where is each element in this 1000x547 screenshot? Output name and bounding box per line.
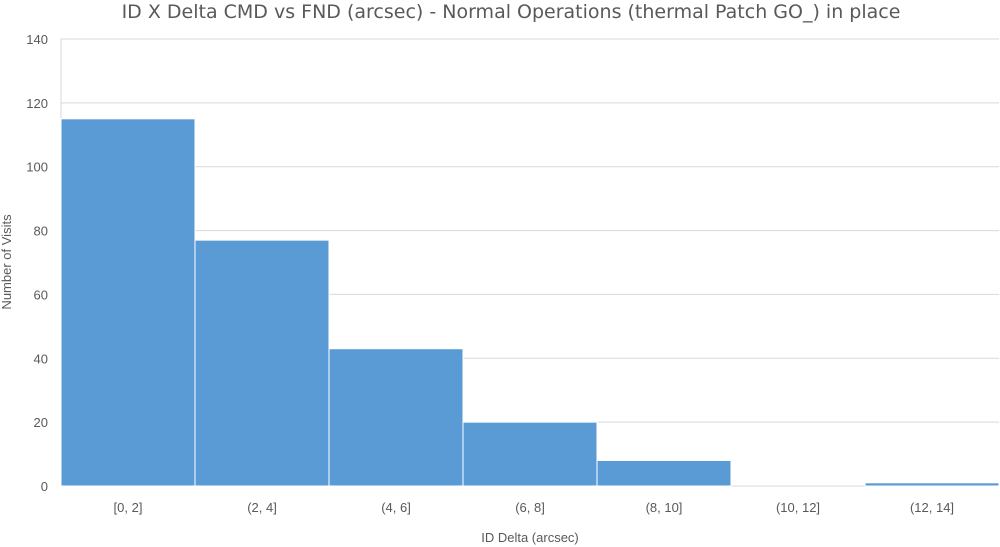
x-tick-label: (12, 14]: [910, 500, 954, 515]
chart-title: ID X Delta CMD vs FND (arcsec) - Normal …: [122, 1, 901, 23]
y-tick-label: 140: [26, 32, 48, 47]
y-tick-label: 40: [34, 351, 48, 366]
x-tick-label: (8, 10]: [646, 500, 683, 515]
y-axis-label: Number of Visits: [0, 214, 14, 310]
x-tick-label: (4, 6]: [381, 500, 411, 515]
x-tick-label: (2, 4]: [247, 500, 277, 515]
y-axis-ticks: 0 20 40 60 80 100 120 140: [26, 32, 48, 494]
bar-4: [596, 459, 732, 487]
bar-3: [462, 421, 598, 487]
y-tick-label: 120: [26, 96, 48, 111]
x-tick-label: (10, 12]: [776, 500, 820, 515]
y-tick-label: 60: [34, 287, 48, 302]
bar-1: [194, 239, 330, 487]
x-tick-label: (6, 8]: [515, 500, 545, 515]
x-tick-label: [0, 2]: [114, 500, 143, 515]
bars: [60, 118, 1000, 487]
bar-6: [864, 482, 1000, 487]
y-tick-label: 0: [41, 479, 48, 494]
y-tick-label: 100: [26, 160, 48, 175]
bar-0: [60, 118, 196, 487]
x-axis-label: ID Delta (arcsec): [481, 530, 579, 545]
y-tick-label: 20: [34, 415, 48, 430]
y-tick-label: 80: [34, 224, 48, 239]
bar-2: [328, 348, 464, 487]
x-axis-ticks: [0, 2] (2, 4] (4, 6] (6, 8] (8, 10] (10, 12] (…: [114, 500, 955, 515]
